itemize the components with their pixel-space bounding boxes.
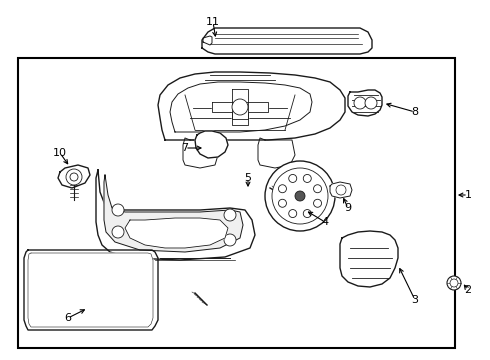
Text: 4: 4 (321, 217, 329, 227)
Polygon shape (348, 90, 382, 116)
Text: 11: 11 (206, 17, 220, 27)
Circle shape (314, 199, 321, 207)
Text: 5: 5 (245, 173, 251, 183)
Polygon shape (158, 72, 345, 140)
Circle shape (295, 191, 305, 201)
Polygon shape (104, 175, 243, 252)
Circle shape (303, 175, 311, 183)
Polygon shape (202, 28, 372, 54)
Circle shape (224, 209, 236, 221)
Circle shape (112, 204, 124, 216)
Circle shape (224, 234, 236, 246)
Polygon shape (258, 138, 295, 168)
Circle shape (303, 210, 311, 217)
Polygon shape (28, 253, 153, 327)
Circle shape (112, 226, 124, 238)
Circle shape (265, 161, 335, 231)
Polygon shape (232, 89, 248, 125)
Circle shape (289, 210, 297, 217)
Polygon shape (24, 250, 158, 330)
Polygon shape (170, 82, 312, 132)
Polygon shape (330, 182, 352, 198)
Text: 7: 7 (181, 143, 189, 153)
Text: 9: 9 (344, 203, 351, 213)
Circle shape (365, 97, 377, 109)
Text: 2: 2 (465, 285, 471, 295)
Circle shape (272, 168, 328, 224)
Polygon shape (203, 36, 212, 45)
Circle shape (70, 173, 78, 181)
Circle shape (66, 169, 82, 185)
Text: 10: 10 (53, 148, 67, 158)
Polygon shape (340, 231, 398, 287)
Circle shape (289, 175, 297, 183)
Text: 8: 8 (412, 107, 418, 117)
Circle shape (354, 97, 366, 109)
Polygon shape (183, 138, 218, 168)
Polygon shape (96, 170, 255, 260)
Text: 1: 1 (465, 190, 471, 200)
Bar (18, 58, 455, 348)
Text: 6: 6 (65, 313, 72, 323)
Circle shape (278, 185, 287, 193)
Circle shape (232, 99, 248, 115)
Text: 3: 3 (412, 295, 418, 305)
Circle shape (314, 185, 321, 193)
Polygon shape (195, 131, 228, 158)
Polygon shape (58, 165, 90, 188)
Circle shape (278, 199, 287, 207)
Circle shape (447, 276, 461, 290)
Polygon shape (212, 102, 268, 119)
Polygon shape (125, 218, 228, 248)
Circle shape (336, 185, 346, 195)
Circle shape (450, 279, 458, 287)
